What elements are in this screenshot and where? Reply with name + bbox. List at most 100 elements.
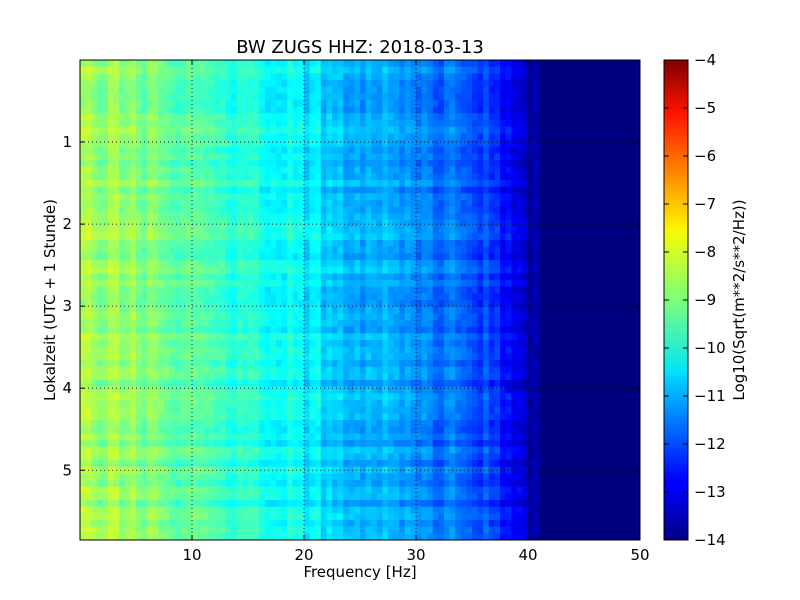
heatmap-cell: [444, 106, 450, 114]
heatmap-cell: [220, 286, 226, 294]
heatmap-cell: [382, 73, 389, 81]
heatmap-cell: [399, 113, 406, 121]
heatmap-cell: [169, 113, 176, 121]
heatmap-cell: [494, 166, 501, 174]
heatmap-cell: [376, 100, 383, 108]
heatmap-cell: [449, 293, 456, 301]
heatmap-cell: [432, 160, 439, 168]
heatmap-cell: [287, 153, 294, 161]
heatmap-cell: [623, 320, 630, 328]
heatmap-cell: [236, 300, 243, 308]
heatmap-cell: [600, 320, 607, 328]
heatmap-cell: [158, 206, 165, 214]
heatmap-cell: [96, 186, 103, 194]
heatmap-cell: [600, 240, 607, 248]
heatmap-cell: [124, 280, 131, 288]
heatmap-cell: [399, 280, 406, 288]
heatmap-cell: [432, 333, 439, 341]
heatmap-cell: [371, 180, 378, 188]
heatmap-cell: [304, 153, 310, 161]
heatmap-cell: [393, 346, 400, 354]
heatmap-cell: [404, 106, 411, 114]
heatmap-cell: [208, 66, 215, 74]
heatmap-cell: [354, 286, 361, 294]
heatmap-cell: [528, 280, 534, 288]
heatmap-cell: [371, 86, 378, 94]
heatmap-cell: [298, 120, 305, 128]
heatmap-cell: [236, 380, 243, 388]
heatmap-cell: [169, 280, 176, 288]
heatmap-cell: [388, 93, 394, 101]
heatmap-cell: [124, 166, 131, 174]
heatmap-cell: [124, 213, 131, 221]
heatmap-cell: [432, 166, 439, 174]
heatmap-cell: [332, 333, 338, 341]
heatmap-cell: [494, 313, 501, 321]
heatmap-cell: [522, 166, 529, 174]
heatmap-cell: [281, 113, 288, 121]
heatmap-cell: [606, 266, 613, 274]
heatmap-cell: [197, 306, 204, 314]
heatmap-cell: [203, 353, 210, 361]
heatmap-cell: [203, 346, 210, 354]
heatmap-cell: [141, 360, 148, 368]
heatmap-cell: [393, 253, 400, 261]
heatmap-cell: [623, 133, 630, 141]
heatmap-cell: [572, 66, 579, 74]
heatmap-cell: [304, 140, 310, 148]
heatmap-cell: [337, 193, 344, 201]
heatmap-cell: [287, 266, 294, 274]
heatmap-cell: [276, 380, 282, 388]
heatmap-cell: [231, 140, 238, 148]
heatmap-cell: [488, 260, 495, 268]
heatmap-cell: [236, 200, 243, 208]
heatmap-cell: [175, 166, 182, 174]
heatmap-cell: [130, 353, 137, 361]
heatmap-cell: [186, 153, 193, 161]
heatmap-cell: [522, 160, 529, 168]
heatmap-cell: [113, 173, 120, 181]
heatmap-cell: [539, 253, 546, 261]
heatmap-cell: [404, 253, 411, 261]
heatmap-cell: [264, 140, 271, 148]
heatmap-cell: [332, 300, 338, 308]
heatmap-cell: [253, 353, 260, 361]
heatmap-cell: [236, 320, 243, 328]
heatmap-cell: [623, 100, 630, 108]
heatmap-cell: [617, 140, 624, 148]
heatmap-cell: [102, 193, 109, 201]
heatmap-cell: [511, 120, 518, 128]
heatmap-cell: [589, 293, 596, 301]
heatmap-cell: [236, 80, 243, 88]
heatmap-cell: [298, 73, 305, 81]
heatmap-cell: [617, 326, 624, 334]
heatmap-cell: [410, 113, 417, 121]
heatmap-cell: [376, 213, 383, 221]
heatmap-cell: [236, 120, 243, 128]
heatmap-cell: [393, 86, 400, 94]
heatmap-cell: [572, 126, 579, 134]
heatmap-cell: [225, 166, 232, 174]
heatmap-cell: [208, 326, 215, 334]
heatmap-cell: [505, 140, 512, 148]
heatmap-cell: [382, 93, 389, 101]
heatmap-cell: [404, 60, 411, 68]
heatmap-cell: [382, 366, 389, 374]
heatmap-cell: [186, 293, 193, 301]
heatmap-cell: [572, 373, 579, 381]
heatmap-cell: [203, 366, 210, 374]
heatmap-cell: [578, 66, 585, 74]
heatmap-cell: [421, 240, 428, 248]
heatmap-cell: [124, 286, 131, 294]
heatmap-cell: [360, 160, 366, 168]
heatmap-cell: [533, 266, 540, 274]
heatmap-cell: [253, 320, 260, 328]
heatmap-cell: [136, 66, 142, 74]
heatmap-cell: [595, 380, 602, 388]
heatmap-cell: [147, 353, 154, 361]
heatmap-cell: [438, 313, 445, 321]
heatmap-cell: [595, 160, 602, 168]
heatmap-cell: [270, 246, 277, 254]
heatmap-cell: [343, 226, 350, 234]
heatmap-cell: [186, 146, 193, 154]
